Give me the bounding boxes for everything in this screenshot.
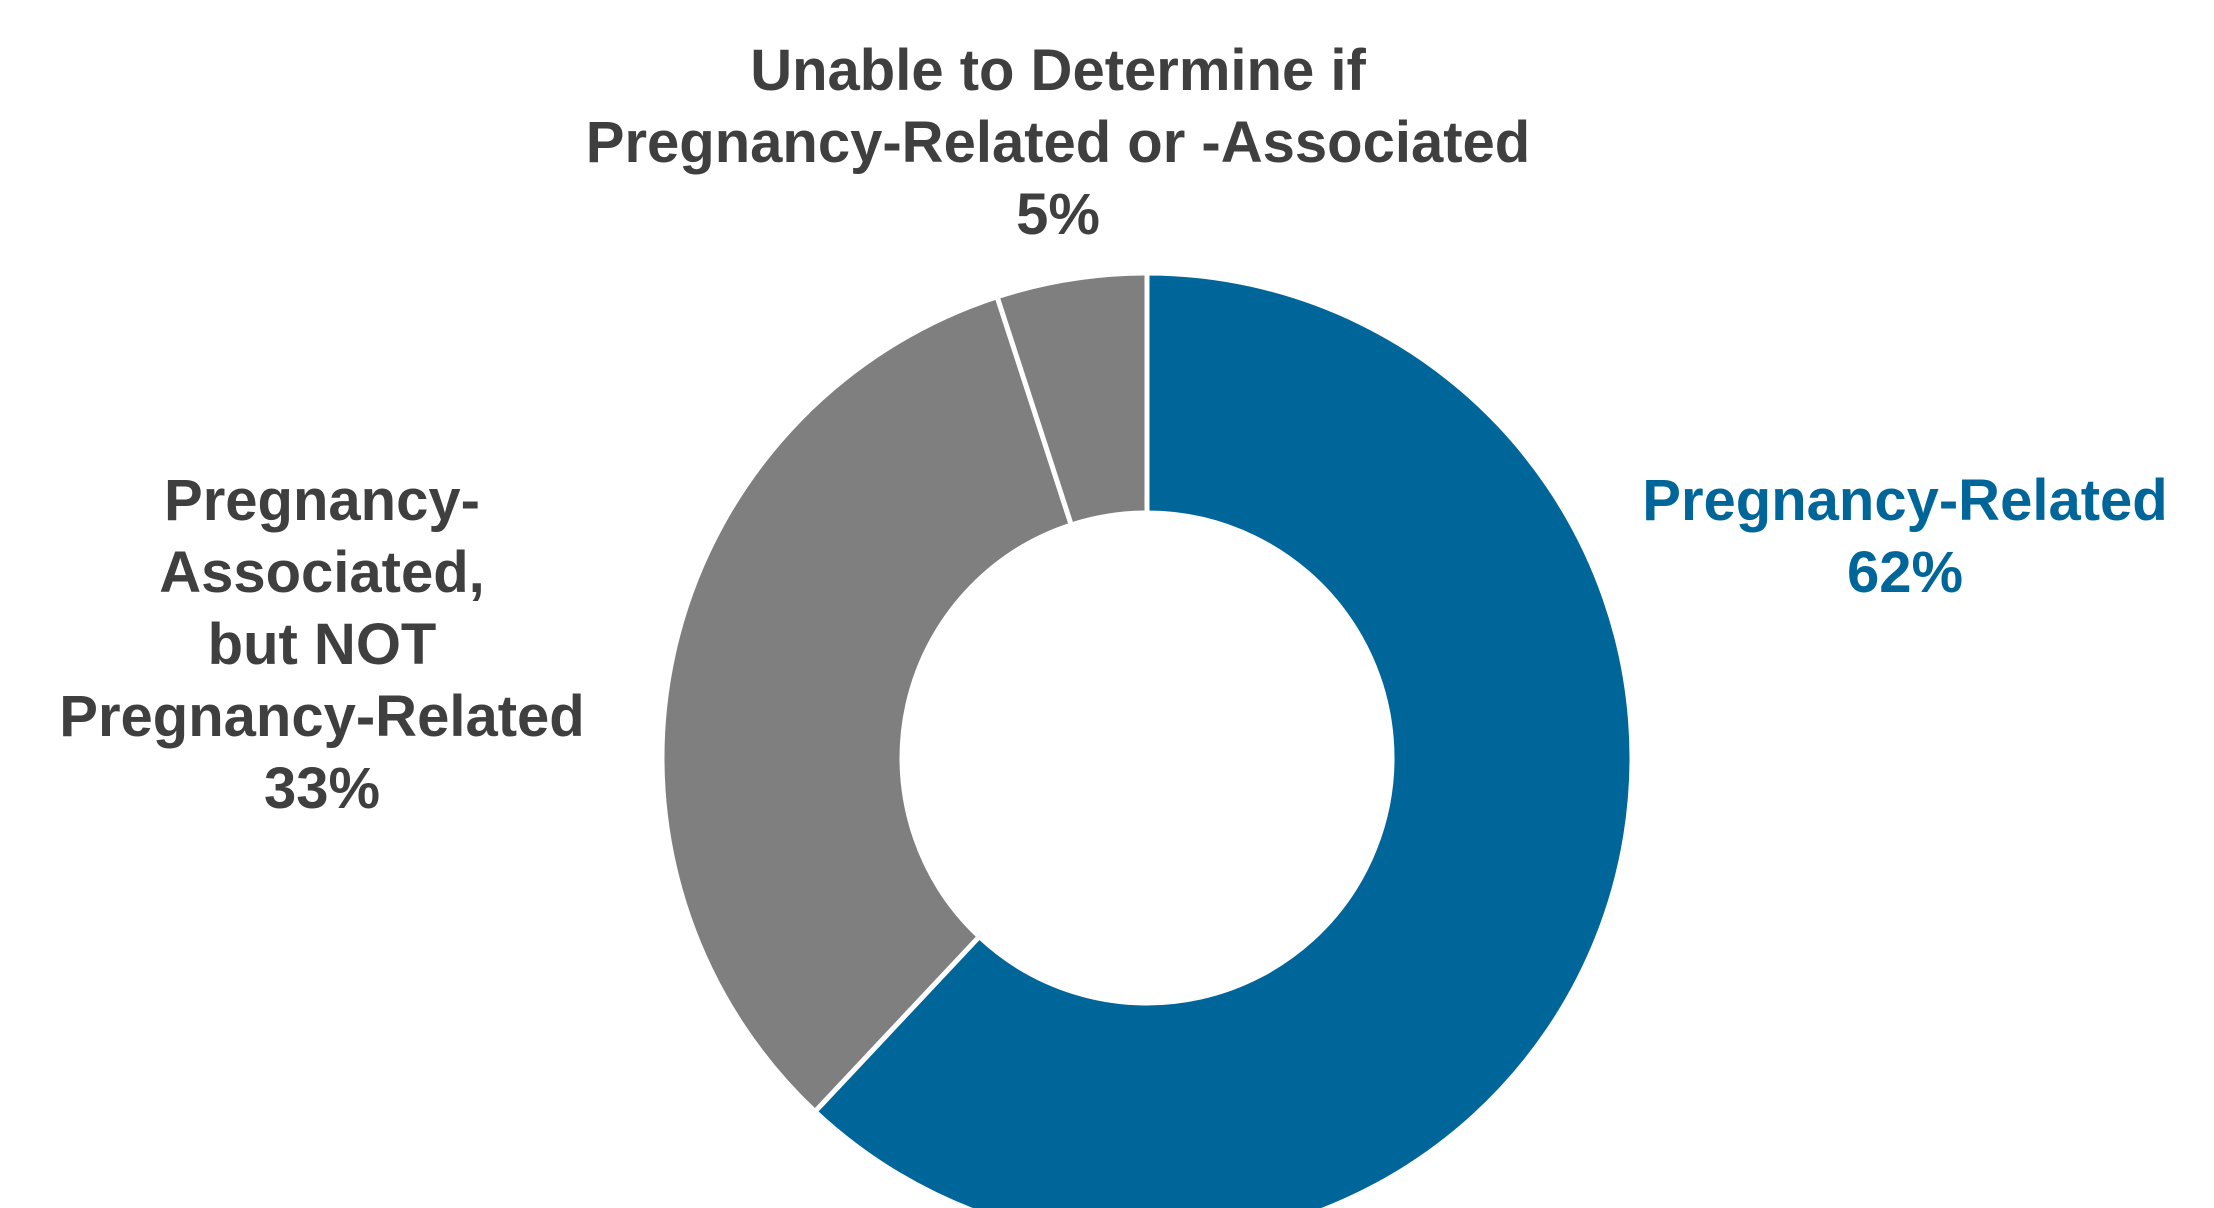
slice-name-line: Pregnancy-	[164, 468, 480, 533]
slice-name-line: Unable to Determine if	[750, 38, 1366, 103]
slice-value-label: 5%	[1016, 182, 1100, 247]
slice-value-label: 62%	[1847, 540, 1963, 605]
donut-slice-2	[993, 270, 1150, 529]
slice-name-line: Pregnancy-Related	[59, 684, 584, 749]
slice-label-2: Unable to Determine if Pregnancy-Related …	[586, 38, 1530, 247]
donut-slice-1	[659, 293, 1075, 1116]
slice-labels: Pregnancy-Related 62% Pregnancy- Associated…	[59, 38, 2167, 821]
slice-name-line: Pregnancy-Related or -Associated	[586, 110, 1530, 175]
slice-name-line: Pregnancy-Related	[1642, 468, 2167, 533]
slice-name-line: Associated,	[159, 540, 485, 605]
slice-label-0: Pregnancy-Related 62%	[1642, 468, 2167, 605]
slice-value-label: 33%	[264, 756, 380, 821]
donut-slice-0	[811, 270, 1635, 1208]
slice-name-line: but NOT	[208, 612, 437, 677]
donut-slices	[659, 270, 1635, 1208]
slice-label-1: Pregnancy- Associated, but NOT Pregnancy-Re…	[59, 468, 584, 821]
